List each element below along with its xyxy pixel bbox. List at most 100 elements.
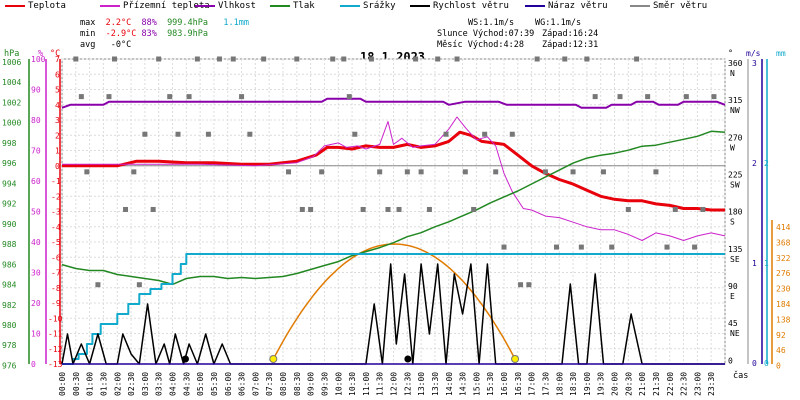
wind-direction-point (377, 169, 383, 175)
wind-direction-point (584, 56, 590, 62)
axis-dir-label: NE (730, 329, 740, 338)
legend-label: Rychlost větru (433, 1, 509, 11)
axis-hpa-tick: 1006 (2, 58, 21, 67)
axis-time-tick: 02:00 (113, 372, 122, 396)
axis-hpa-unit: hPa (4, 49, 19, 59)
legend-label: Teplota (28, 1, 66, 11)
stats-min-row: min -2.9°C 83% 983.9hPa (80, 29, 249, 40)
axis-dir-tick: 180 (728, 208, 743, 217)
axis-time-tick: 03:30 (155, 372, 164, 396)
axis-time-tick: 08:00 (279, 372, 288, 396)
axis-time-tick: 02:30 (127, 372, 136, 396)
axis-hpa-tick: 990 (2, 220, 17, 229)
axis-gust-tick: 46 (776, 346, 786, 355)
legend-swatch (5, 4, 25, 7)
stats-value: 2.2°C (105, 18, 132, 28)
legend-label: Srážky (363, 1, 396, 11)
axis-time-tick: 09:00 (307, 372, 316, 396)
axis-time-tick: 06:30 (238, 372, 247, 396)
wind-direction-point (78, 94, 84, 100)
wind-direction-point (711, 94, 717, 100)
ground-temp-line (62, 116, 726, 241)
stats-block: max 2.2°C 88% 999.4hPa 1.1mm min -2.9°C … (80, 18, 249, 51)
wind-direction-point (396, 206, 402, 212)
axis-gust-tick: 322 (776, 254, 791, 263)
axis-time-tick: 00:00 (58, 372, 67, 396)
axis-time-tick: 15:00 (472, 372, 481, 396)
axis-c-tick: 4 (55, 101, 60, 110)
axis-c-tick: -1 (51, 177, 61, 186)
axis-time-tick: 22:30 (680, 372, 689, 396)
legend-swatch (410, 4, 430, 7)
wind-direction-point (482, 131, 488, 137)
axis-hpa-tick: 1002 (2, 98, 21, 107)
axis-dir-tick: 90 (728, 282, 738, 291)
axis-time-tick: 01:30 (99, 372, 108, 396)
axis-time-tick: 21:30 (652, 372, 661, 396)
axis-pct-tick: 60 (31, 177, 41, 186)
axis-c-tick: -9 (51, 299, 61, 308)
axis-pct-tick: 10 (31, 330, 41, 339)
wind-direction-point (368, 56, 374, 62)
wind-direction-point (385, 206, 391, 212)
axis-time-tick: 18:00 (555, 372, 564, 396)
axis-time-tick: 22:00 (666, 372, 675, 396)
stats-value: 1.1mm (223, 18, 249, 28)
stats-value: 83% (141, 29, 157, 39)
wind-direction-point (664, 244, 670, 250)
axis-time-tick: 09:30 (320, 372, 329, 396)
axis-dir-tick: 45 (728, 319, 738, 328)
wind-direction-point (346, 94, 352, 100)
axis-dir-tick: 315 (728, 96, 743, 105)
wind-direction-point (239, 94, 245, 100)
wind-direction-point (341, 56, 347, 62)
axis-pct-tick: 80 (31, 116, 41, 125)
moonset-marker (404, 355, 412, 363)
wind-direction-point (435, 56, 441, 62)
legend-label: Přízemní teplota (123, 1, 210, 11)
axis-pct-tick: 90 (31, 86, 41, 95)
axis-time-tick: 21:00 (638, 372, 647, 396)
legend-item-humidity: Vlhkost (195, 1, 256, 11)
wind-direction-point (553, 244, 559, 250)
axis-time-unit: čas (733, 370, 748, 381)
wind-direction-point (562, 56, 568, 62)
axis-c-tick: 6 (55, 70, 60, 79)
wind-direction-point (247, 131, 253, 137)
legend: Teplota Přízemní teplota Vlhkost Tlak Sr… (0, 1, 800, 15)
axis-dir-tick: 135 (728, 245, 743, 254)
wind-direction-point (150, 206, 156, 212)
wind-direction-point (418, 169, 424, 175)
axis-time-tick: 23:00 (693, 372, 702, 396)
axis-time-tick: 16:30 (514, 372, 523, 396)
axis-pct-tick: 70 (31, 147, 41, 156)
axis-dir-tick: 360 (728, 59, 743, 68)
wind-direction-point (462, 169, 468, 175)
wind-direction-point (570, 169, 576, 175)
axis-hpa-tick: 988 (2, 240, 17, 249)
axis-hpa-tick: 982 (2, 301, 17, 310)
wind-direction-point (634, 56, 640, 62)
wind-direction-point (404, 169, 410, 175)
wind-row: WS:1.1m/s WG:1.1m/s (468, 18, 581, 29)
axis-time-tick: 23:30 (707, 372, 716, 396)
stats-value: 88% (141, 18, 157, 28)
stats-value: 983.9hPa (167, 29, 209, 39)
sunset-text: Západ:16:24 (542, 29, 599, 39)
stats-label: min (80, 29, 96, 39)
axis-dir-tick: 270 (728, 133, 743, 142)
legend-item-wind-speed: Rychlost větru (410, 1, 509, 11)
axis-time-tick: 12:30 (403, 372, 412, 396)
axis-time-tick: 17:00 (528, 372, 537, 396)
wind-direction-point (617, 94, 623, 100)
axis-pct-tick: 50 (31, 208, 41, 217)
wind-direction-point (653, 169, 659, 175)
axis-time-tick: 10:30 (348, 372, 357, 396)
axis-gust-tick: 184 (776, 300, 791, 309)
wind-direction-point (330, 56, 336, 62)
axis-time-tick: 00:30 (72, 372, 81, 396)
sun-moon-block: WS:1.1m/s WG:1.1m/s (468, 18, 581, 29)
legend-label: Tlak (293, 1, 315, 11)
axis-gust-tick: 138 (776, 315, 791, 324)
wind-direction-point (205, 131, 211, 137)
